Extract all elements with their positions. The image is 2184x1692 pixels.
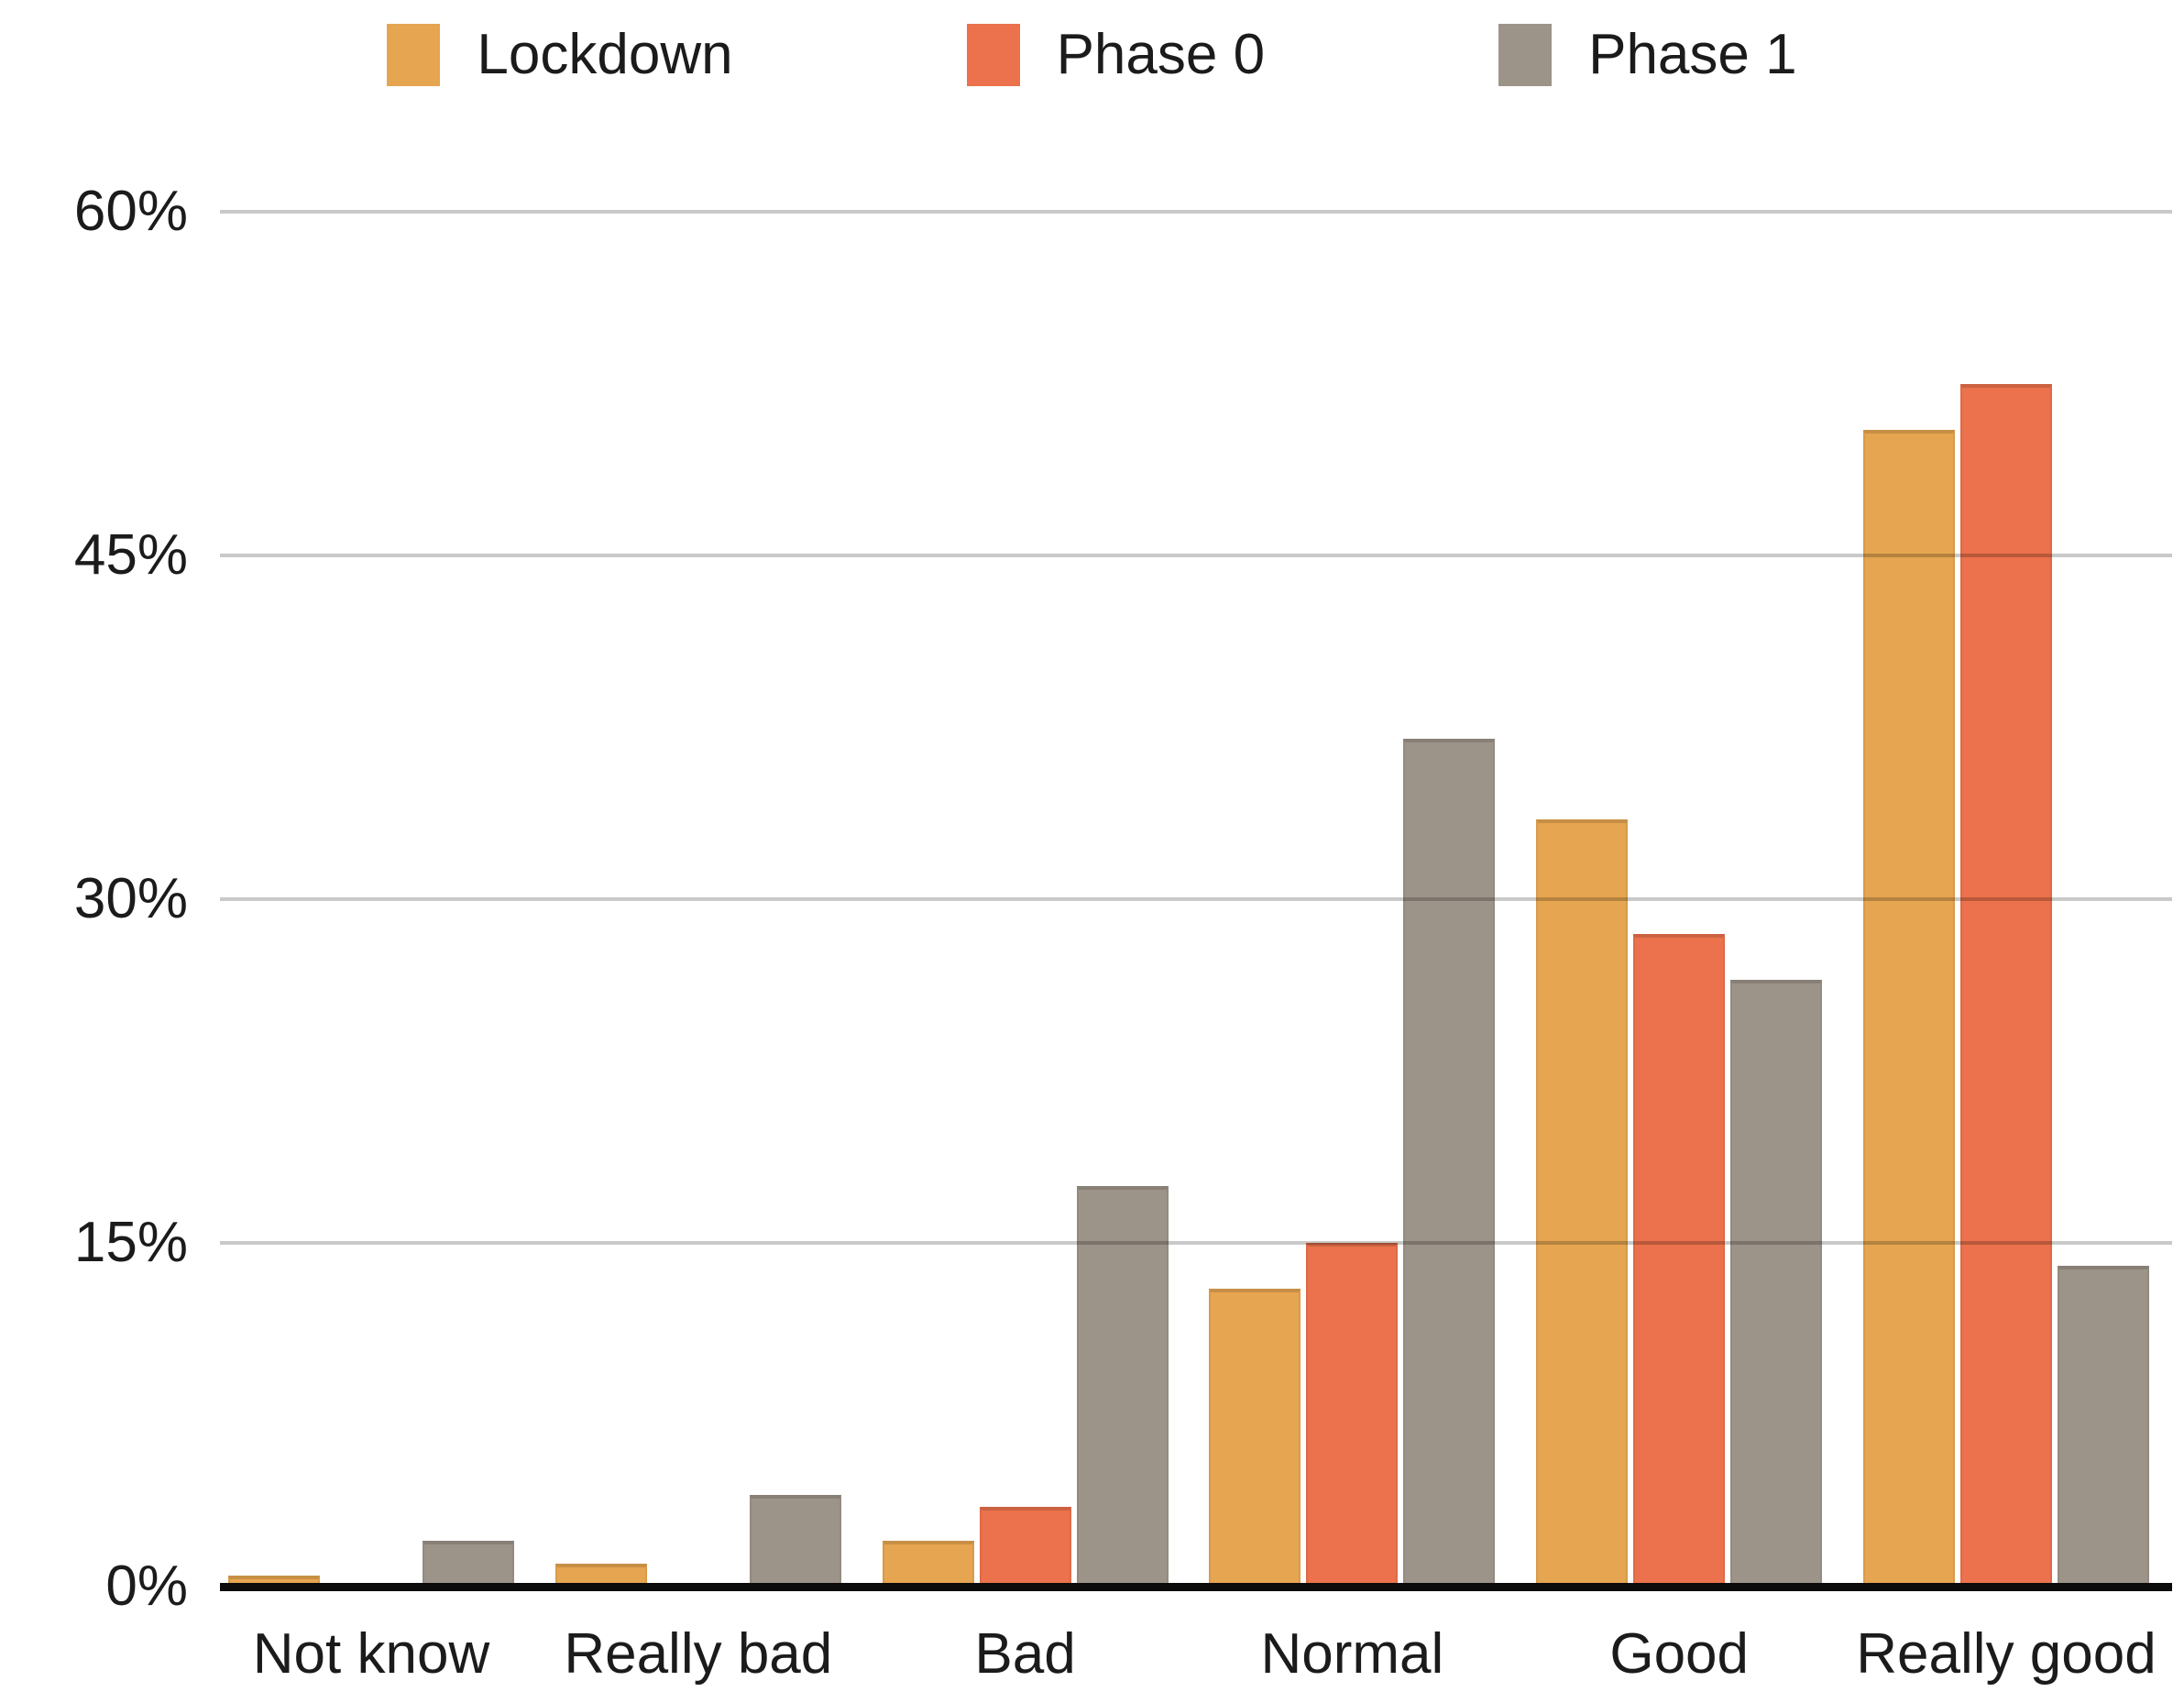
legend-item-lockdown: Lockdown	[387, 23, 733, 86]
gridline-45pct	[220, 554, 2172, 557]
bar-phase-0-bad	[979, 1506, 1071, 1591]
legend-item-phase-0: Phase 0	[966, 23, 1266, 86]
x-axis-label-good: Good	[1609, 1622, 1750, 1686]
y-axis-tick-label: 30%	[73, 867, 188, 930]
legend-label: Phase 0	[1056, 23, 1266, 86]
bar-lockdown-normal	[1209, 1289, 1301, 1591]
y-axis-tick-label: 60%	[73, 180, 188, 243]
gridline-30pct	[220, 897, 2172, 901]
x-axis-label-really-good: Really good	[1856, 1622, 2157, 1686]
y-axis-tick-label: 45%	[73, 523, 188, 587]
x-axis-label-normal: Normal	[1260, 1622, 1444, 1686]
bar-phase-1-normal	[1403, 739, 1496, 1591]
bar-phase-0-good	[1633, 933, 1726, 1591]
x-axis-label-not-know: Not know	[252, 1622, 490, 1686]
x-axis-label-really-bad: Really bad	[564, 1622, 833, 1686]
bar-phase-1-not-know	[423, 1541, 514, 1591]
bar-phase-1-really-good	[2058, 1266, 2149, 1591]
bar-lockdown-good	[1536, 819, 1629, 1591]
bar-phase-1-bad	[1076, 1185, 1169, 1591]
legend-item-phase-1: Phase 1	[1498, 24, 1797, 86]
bar-phase-1-really-bad	[749, 1495, 841, 1591]
x-axis-line	[220, 1583, 2172, 1591]
bar-phase-1-good	[1730, 979, 1823, 1591]
legend-swatch-phase-0	[966, 24, 1020, 86]
gridline-15pct	[220, 1241, 2172, 1245]
legend-swatch-phase-1	[1498, 24, 1553, 86]
y-axis-tick-label: 15%	[73, 1211, 188, 1274]
x-axis-label-bad: Bad	[974, 1622, 1076, 1686]
bar-lockdown-really-good	[1863, 429, 1955, 1591]
gridline-60pct	[220, 210, 2172, 214]
y-axis-tick-label: 0%	[105, 1555, 188, 1618]
bar-phase-0-really-good	[1960, 383, 2052, 1591]
legend-swatch-lockdown	[387, 24, 441, 86]
chart-legend: Lockdown Phase 0 Phase 1	[0, 13, 2184, 97]
bar-phase-0-normal	[1306, 1243, 1399, 1591]
legend-label: Lockdown	[477, 23, 733, 86]
legend-label: Phase 1	[1588, 23, 1797, 86]
